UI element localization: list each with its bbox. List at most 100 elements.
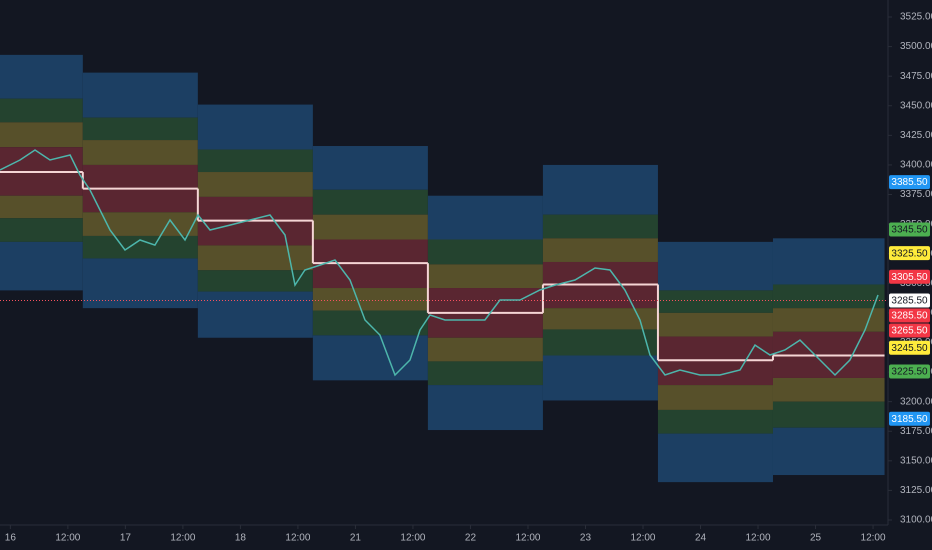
- x-tick-label: 12:00: [170, 533, 195, 544]
- zone: [657, 290, 773, 313]
- zone: [657, 385, 773, 410]
- zone: [427, 385, 543, 431]
- zone: [772, 401, 885, 428]
- x-tick-label: 12:00: [861, 533, 886, 544]
- price-label-box: [889, 308, 930, 323]
- y-tick-label: 3125.00: [900, 485, 932, 496]
- zone: [0, 54, 83, 99]
- y-tick-label: 3450.00: [900, 100, 932, 111]
- zone: [427, 195, 543, 240]
- zone: [0, 172, 83, 196]
- zone: [0, 241, 83, 291]
- zone: [542, 164, 658, 215]
- x-tick-label: 24: [695, 533, 707, 544]
- zone: [772, 427, 885, 476]
- zone: [312, 335, 428, 381]
- x-tick-label: 25: [810, 533, 822, 544]
- price-label-box: [889, 246, 930, 261]
- zone: [82, 212, 198, 236]
- price-label: 3285.50: [891, 296, 928, 307]
- zone: [427, 337, 543, 362]
- zone: [0, 218, 83, 242]
- price-label: 3385.50: [891, 177, 928, 188]
- zone: [657, 336, 773, 361]
- zone: [197, 196, 313, 221]
- plot-area: [0, 54, 888, 483]
- price-label: 3245.50: [891, 343, 928, 354]
- zone: [542, 355, 658, 401]
- y-tick-label: 3200.00: [900, 396, 932, 407]
- x-tick-label: 12:00: [630, 533, 655, 544]
- zone: [542, 261, 658, 285]
- price-label: 3185.50: [891, 414, 928, 425]
- zone: [197, 149, 313, 173]
- zone: [312, 263, 428, 289]
- zone: [772, 308, 885, 332]
- zone: [427, 239, 543, 265]
- price-label-box: [889, 293, 930, 308]
- y-tick-label: 3475.00: [900, 71, 932, 82]
- zone: [312, 310, 428, 336]
- y-tick-label: 3425.00: [900, 130, 932, 141]
- zone: [542, 329, 658, 356]
- x-tick-label: 23: [580, 533, 592, 544]
- x-tick-label: 16: [5, 533, 17, 544]
- y-tick-label: 3175.00: [900, 426, 932, 437]
- y-tick-label: 3500.00: [900, 41, 932, 52]
- zone: [82, 72, 198, 118]
- zone: [312, 214, 428, 240]
- price-label-box: [889, 364, 930, 379]
- zone: [197, 220, 313, 246]
- zone: [197, 245, 313, 271]
- price-label-box: [889, 323, 930, 338]
- y-tick-label: 3400.00: [900, 160, 932, 171]
- zone: [82, 117, 198, 141]
- zone: [197, 291, 313, 338]
- price-label-box: [889, 340, 930, 355]
- price-label: 3285.50: [891, 311, 928, 322]
- zone: [657, 312, 773, 337]
- price-label: 3225.50: [891, 367, 928, 378]
- price-label: 3265.50: [891, 326, 928, 337]
- x-tick-label: 22: [465, 533, 477, 544]
- price-label: 3305.50: [891, 272, 928, 283]
- x-tick-label: 12:00: [746, 533, 771, 544]
- x-tick-label: 17: [120, 533, 132, 544]
- zone: [542, 214, 658, 239]
- zone: [772, 238, 885, 285]
- axes: 3100.00 3125.00 3150.00 3175.00 3200.00 3225.…: [5, 12, 932, 544]
- zone: [0, 147, 83, 173]
- x-tick-label: 12:00: [55, 533, 80, 544]
- zone: [82, 188, 198, 213]
- y-tick-label: 3100.00: [900, 515, 932, 526]
- zone: [657, 433, 773, 483]
- zone: [657, 241, 773, 291]
- zone: [0, 195, 83, 219]
- zone: [542, 284, 658, 309]
- price-label-box: [889, 269, 930, 284]
- zone: [772, 284, 885, 309]
- zone: [427, 264, 543, 289]
- zone: [82, 164, 198, 189]
- price-label: 3325.50: [891, 248, 928, 259]
- zone: [197, 270, 313, 292]
- price-line: [0, 149, 879, 377]
- price-label: 3345.50: [891, 225, 928, 236]
- zone: [0, 98, 83, 123]
- x-tick-label: 18: [235, 533, 247, 544]
- zone: [542, 308, 658, 330]
- zone: [427, 361, 543, 386]
- x-tick-label: 12:00: [515, 533, 540, 544]
- zone: [772, 331, 885, 356]
- y-tick-label: 3525.00: [900, 12, 932, 23]
- x-tick-label: 12:00: [285, 533, 310, 544]
- zone: [312, 189, 428, 215]
- price-label-box: [889, 222, 930, 237]
- x-tick-label: 21: [350, 533, 362, 544]
- zone: [312, 239, 428, 264]
- zone: [657, 409, 773, 434]
- zone: [197, 172, 313, 197]
- zone: [772, 377, 885, 402]
- price-label-box: [889, 175, 930, 190]
